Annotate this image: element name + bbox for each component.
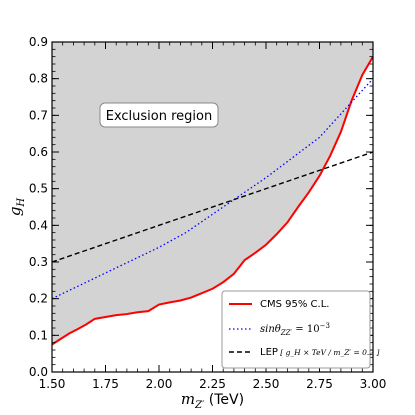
y-tick-label: 0.4	[29, 218, 48, 232]
y-axis-label: gH	[6, 198, 27, 217]
y-tick-label: 0.6	[29, 145, 48, 159]
x-tick-label: 3.00	[360, 377, 387, 391]
cms-limit-line	[52, 56, 373, 346]
x-tick-label: 2.50	[253, 377, 280, 391]
y-tick-label: 0.9	[29, 35, 48, 49]
y-tick-label: 0.3	[29, 255, 48, 269]
y-tick-label: 0.8	[29, 72, 48, 86]
x-tick-label: 1.75	[92, 377, 119, 391]
y-tick-label: 0.2	[29, 292, 48, 306]
lep-limit-line	[52, 151, 373, 263]
annotation-box	[99, 102, 219, 128]
x-tick-label: 1.50	[39, 377, 66, 391]
legend-label-sin-theta: sinθZZ′ = 10−3	[260, 322, 330, 337]
exclusion-region-annotation: Exclusion region	[99, 102, 219, 128]
legend-box	[221, 290, 371, 369]
x-axis-label: mZ′ (TeV)	[181, 390, 244, 411]
y-tick-label: 0.5	[29, 182, 48, 196]
x-tick-label: 2.00	[146, 377, 173, 391]
legend-label-lep: LEP [ g_H × TeV / m_Z′ = 0.2 ]	[260, 347, 379, 358]
legend: CMS 95% C.L. sinθZZ′ = 10−3 LEP [ g_H × Te…	[221, 290, 379, 369]
y-tick-label: 0.0	[29, 365, 48, 379]
y-tick-label: 0.7	[29, 108, 48, 122]
x-tick-label: 2.75	[306, 377, 333, 391]
annotation-text: Exclusion region	[106, 109, 213, 124]
x-tick-label: 2.25	[199, 377, 226, 391]
sin-theta-line	[52, 78, 373, 300]
y-tick-label: 0.1	[29, 328, 48, 342]
legend-label-cms: CMS 95% C.L.	[260, 299, 329, 310]
